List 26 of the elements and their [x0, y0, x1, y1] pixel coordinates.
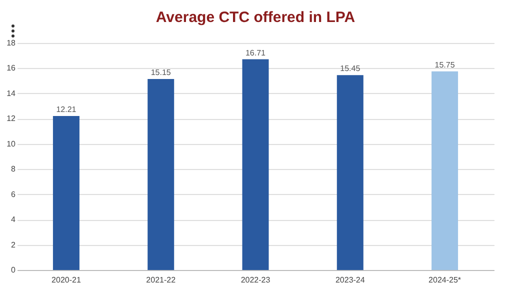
x-tick-label: 2024-25* — [428, 276, 462, 284]
data-label: 16.71 — [245, 48, 266, 58]
data-label: 15.15 — [150, 68, 172, 77]
x-tick-label: 2022-23 — [240, 276, 271, 284]
y-tick-label: 18 — [6, 38, 16, 48]
bar — [242, 59, 269, 270]
y-tick-label: 12 — [6, 114, 16, 124]
data-label: 12.21 — [56, 105, 77, 114]
y-tick-label: 0 — [11, 266, 16, 274]
bar — [432, 71, 458, 270]
chart-title: Average CTC offered in LPA — [156, 9, 356, 26]
y-tick-label: 10 — [6, 139, 16, 148]
data-label: 15.45 — [340, 64, 361, 74]
data-label: 15.75 — [434, 60, 456, 70]
x-tick-label: 2020-21 — [52, 276, 82, 284]
y-tick-label: 6 — [11, 190, 16, 199]
bar — [336, 75, 364, 270]
x-tick-label: 2023-24 — [335, 276, 366, 284]
y-tick-label: 14 — [6, 88, 16, 98]
bar — [148, 78, 174, 270]
y-tick-label: 16 — [6, 64, 16, 73]
y-tick-label: 2 — [11, 240, 16, 250]
y-tick-label: 4 — [11, 215, 16, 224]
y-tick-label: 8 — [11, 164, 16, 174]
bar — [52, 116, 80, 270]
x-tick-label: 2021-22 — [146, 276, 176, 284]
